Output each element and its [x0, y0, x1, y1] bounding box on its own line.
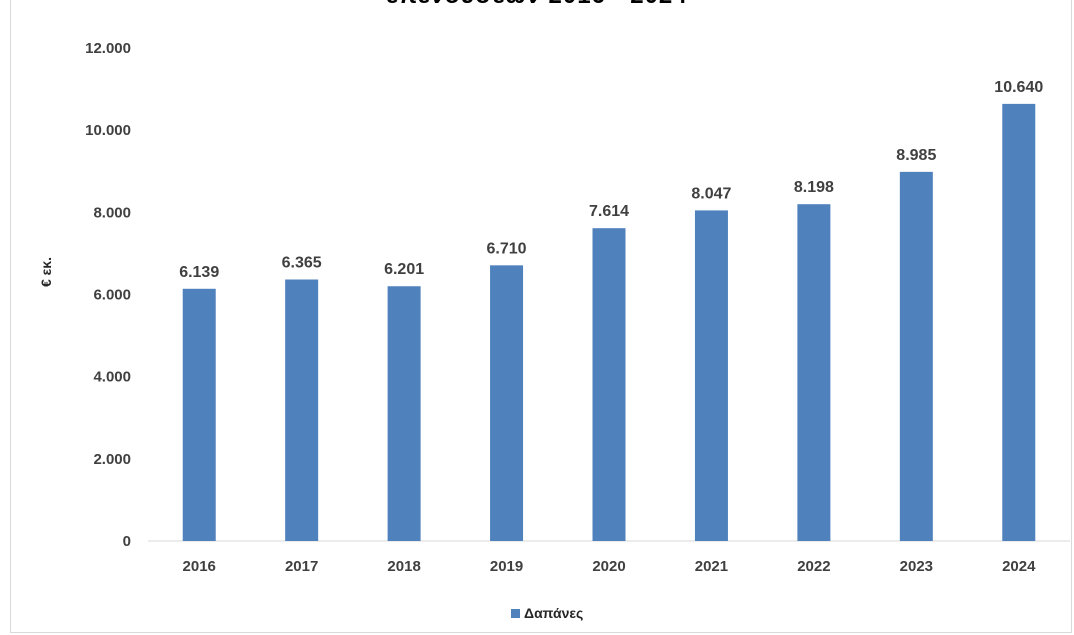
bar	[694, 210, 728, 542]
bar-data-label: 6.365	[282, 255, 322, 272]
x-tick-label: 2022	[797, 558, 830, 575]
x-tick-label: 2024	[1002, 558, 1036, 575]
y-tick-label: 2.000	[93, 451, 131, 468]
bar	[899, 171, 933, 541]
x-tick-label: 2019	[490, 558, 523, 575]
x-tick-label: 2016	[183, 558, 216, 575]
y-tick-label: 12.000	[85, 40, 131, 57]
x-tick-label: 2021	[695, 558, 728, 575]
bar-data-label: 8.985	[896, 147, 936, 164]
x-tick-label: 2018	[387, 558, 420, 575]
bar	[285, 279, 319, 541]
bar	[182, 288, 216, 541]
bar	[592, 228, 626, 541]
x-tick-label: 2020	[592, 558, 625, 575]
bar	[797, 204, 831, 541]
bar-data-label: 8.047	[691, 185, 731, 202]
legend: Δαπάνες	[511, 605, 583, 621]
bar-data-label: 7.614	[589, 203, 629, 220]
y-tick-label: 0	[123, 533, 131, 550]
data-labels-group: 6.139 6.365 6.201 6.710 7.614 8.047 8.198 8.985…	[179, 79, 1043, 281]
legend-label: Δαπάνες	[524, 605, 583, 621]
bar-data-label: 6.201	[384, 261, 424, 278]
x-tick-label: 2017	[285, 558, 318, 575]
x-tick-label: 2023	[900, 558, 933, 575]
bar-data-label: 10.640	[994, 79, 1043, 96]
bar	[387, 286, 421, 541]
bar	[1002, 103, 1036, 541]
chart-title: επενδύσεων 2016 - 2024	[0, 0, 1074, 10]
y-tick-label: 4.000	[93, 369, 131, 386]
legend-swatch	[511, 609, 520, 618]
y-axis-ticks: 0 2.000 4.000 6.000 8.000 10.000 12.000	[85, 40, 131, 550]
y-axis-title: € εκ.	[38, 257, 54, 287]
y-tick-label: 10.000	[85, 122, 131, 139]
bar-data-label: 6.710	[487, 240, 527, 257]
x-axis-labels: 2016 2017 2018 2019 2020 2021 2022 2023 2024	[183, 558, 1037, 575]
bar	[490, 265, 524, 541]
bars-group	[182, 103, 1036, 542]
y-tick-label: 8.000	[93, 204, 131, 221]
y-tick-label: 6.000	[93, 287, 131, 304]
bar-data-label: 6.139	[179, 264, 219, 281]
bar-data-label: 8.198	[794, 179, 834, 196]
